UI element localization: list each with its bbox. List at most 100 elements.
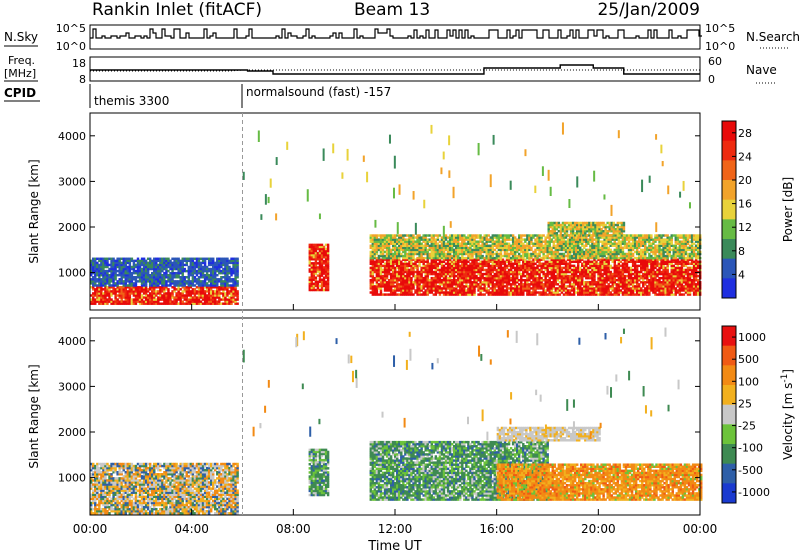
data-cell: [185, 294, 188, 297]
data-cell: [128, 282, 132, 285]
data-cell: [475, 274, 478, 278]
data-cell: [459, 287, 462, 290]
data-cell: [568, 262, 572, 266]
data-cell: [114, 298, 117, 301]
data-cell: [324, 270, 328, 273]
data-cell: [102, 302, 105, 305]
data-cell: [487, 276, 490, 280]
data-cell: [501, 274, 505, 278]
data-cell: [214, 271, 217, 275]
data-cell: [387, 260, 391, 263]
data-cell: [232, 292, 235, 295]
data-cell: [209, 271, 213, 275]
data-cell: [314, 284, 318, 288]
data-cell: [230, 290, 233, 293]
data-cell: [398, 264, 401, 268]
data-cell: [130, 284, 134, 287]
data-cell: [224, 263, 227, 267]
data-cell: [316, 251, 320, 255]
data-cell: [189, 294, 193, 297]
data-cell: [157, 276, 160, 279]
data-cell: [114, 265, 117, 269]
data-cell: [320, 245, 324, 249]
data-cell: [159, 261, 162, 265]
data-cell: [326, 288, 330, 292]
data-cell: [426, 285, 429, 288]
data-cell: [570, 278, 574, 282]
data-cell: [126, 290, 130, 293]
data-cell: [148, 263, 152, 267]
data-cell: [181, 273, 184, 277]
data-cell: [371, 293, 375, 296]
data-cell: [312, 284, 316, 288]
data-cell: [544, 278, 547, 282]
data-cell: [209, 269, 213, 273]
data-cell: [416, 276, 419, 280]
data-cell: [224, 265, 227, 269]
data-cell: [398, 262, 401, 266]
data-cell: [432, 266, 436, 270]
data-cell: [326, 260, 330, 263]
data-cell: [515, 264, 519, 268]
data-cell: [106, 273, 109, 277]
data-cell: [459, 274, 462, 278]
data-cell: [165, 263, 168, 267]
data-cell: [438, 283, 442, 286]
data-cell: [560, 268, 564, 272]
data-cell: [522, 268, 525, 272]
data-cell: [532, 262, 535, 266]
data-cell: [324, 253, 328, 257]
data-cell: [564, 289, 568, 292]
data-cell: [236, 302, 239, 305]
data-cell: [316, 247, 320, 251]
data-cell: [181, 280, 184, 283]
data-cell: [201, 284, 205, 287]
data-cell: [546, 274, 549, 278]
data-cell: [193, 288, 197, 291]
data-cell: [548, 287, 551, 290]
data-cell: [146, 290, 150, 293]
data-cell: [142, 292, 146, 295]
data-cell: [446, 278, 450, 282]
data-cell: [505, 281, 509, 284]
data-cell: [385, 289, 389, 292]
data-cell: [100, 300, 103, 303]
data-cell: [120, 288, 123, 291]
data-cell: [469, 270, 472, 274]
data-cell: [550, 293, 553, 296]
data-cell: [201, 257, 205, 261]
data-cell: [459, 270, 462, 274]
data-cell: [144, 261, 148, 265]
data-cell: [322, 262, 326, 265]
data-cell: [546, 272, 549, 276]
data-cell: [146, 276, 150, 279]
data-cell: [203, 300, 207, 303]
data-cell: [142, 259, 146, 263]
data-cell: [430, 270, 434, 274]
data-cell: [574, 287, 578, 290]
data-cell: [157, 290, 160, 293]
data-cell: [320, 258, 324, 261]
data-cell: [224, 273, 227, 277]
data-cell: [132, 300, 136, 303]
data-cell: [100, 284, 103, 287]
data-cell: [511, 270, 515, 274]
data-cell: [112, 278, 115, 281]
data-cell: [430, 285, 434, 288]
data-cell: [132, 265, 136, 269]
data-cell: [501, 283, 505, 286]
data-cell: [106, 259, 109, 263]
data-cell: [118, 300, 121, 303]
data-cell: [128, 259, 132, 263]
data-cell: [120, 300, 123, 303]
data-cell: [181, 263, 184, 267]
data-cell: [199, 263, 203, 267]
data-cell: [214, 294, 217, 297]
data-cell: [165, 292, 168, 295]
data-cell: [489, 281, 492, 284]
data-cell: [406, 287, 409, 290]
data-cell: [183, 286, 186, 289]
data-cell: [142, 284, 146, 287]
data-cell: [151, 284, 154, 287]
data-cell: [226, 265, 229, 269]
